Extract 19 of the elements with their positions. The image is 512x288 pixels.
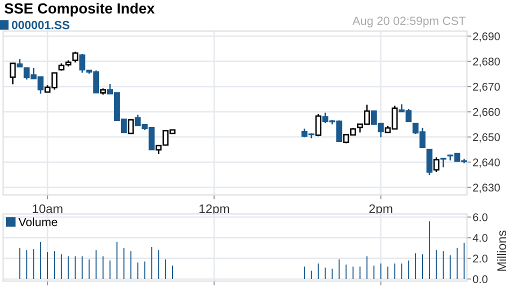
x-tick-label: 12pm [199,204,229,216]
y-tick-label: 6.0 [473,213,488,222]
text: Aug 20 02:59pm CST [352,16,466,28]
y-tick-label: 2,640 [473,158,500,168]
y-tick-label: 2,690 [473,32,500,42]
y-tick-label: 2,630 [473,184,500,193]
legend-label: 000001.SS [12,20,70,30]
y-tick-label: 4.0 [472,234,488,242]
y-tick-label: 0.0 [472,275,488,284]
y-axis-title: Millions [496,230,506,271]
y-tick-label: 2,680 [473,58,500,67]
y-tick-label: 2.0 [473,254,488,263]
legend-label: Volume [18,218,58,226]
x-tick-label: 2pm [369,204,392,216]
y-tick-label: 2,670 [473,82,500,92]
x-tick-label: 10am [32,204,62,214]
y-tick-label: 2,660 [473,108,500,118]
chart-title: SSE Composite Index [4,2,155,16]
y-tick-label: 2,650 [473,133,500,142]
